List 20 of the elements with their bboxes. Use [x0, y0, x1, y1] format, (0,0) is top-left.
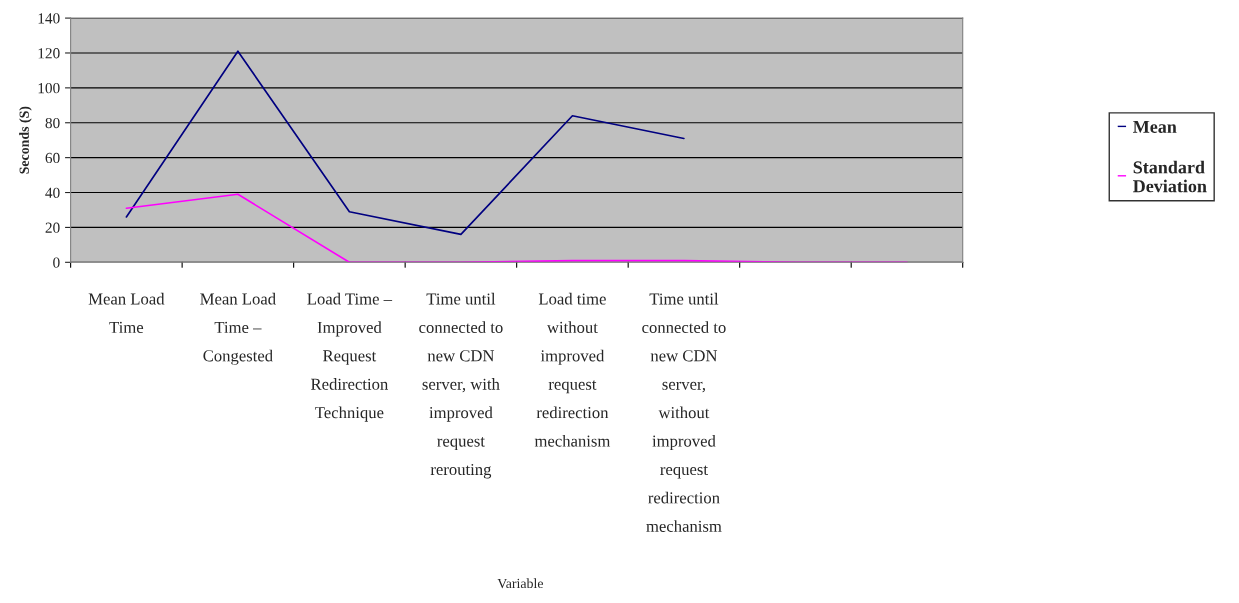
x-tick-label: Mean Load Time — [88, 292, 165, 333]
category-label: Time until connected to new CDN server, without improved request redirection mechanism — [642, 292, 726, 532]
text: Variable — [497, 578, 544, 589]
y-axis-title: Seconds (S) — [19, 106, 32, 174]
y-tick-label: 0 — [53, 257, 60, 268]
line-series — [125, 193, 908, 263]
y-tick-label: 60 — [45, 152, 60, 164]
y-tick-label: 120 — [38, 48, 60, 59]
y-tick-label: 80 — [45, 117, 60, 129]
x-tick-label: Time until connected to new CDN server, with improved request rerouting — [419, 292, 503, 479]
y-tick-label: 100 — [38, 83, 60, 94]
legend-label: Standard Deviation — [1133, 160, 1207, 193]
x-tick-label: Mean Load Time – Congested — [200, 292, 276, 365]
y-tick-label: 20 — [45, 222, 60, 233]
legend-label: Mean — [1133, 120, 1177, 133]
x-tick-label: Load time without improved request redirection mechanism — [534, 292, 611, 447]
y-tick-label: 40 — [45, 187, 60, 198]
y-tick-label: 140 — [38, 13, 60, 24]
line-series — [125, 50, 685, 236]
x-tick-label: Load Time – Improved Request Redirection Technique — [307, 292, 393, 422]
